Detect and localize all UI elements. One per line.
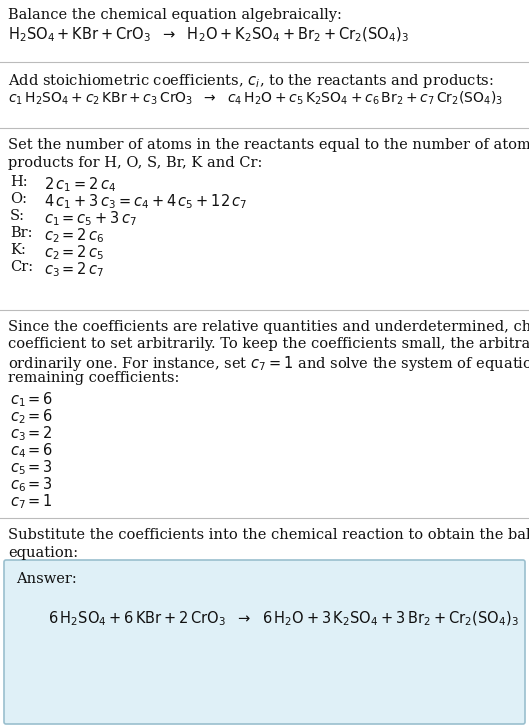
Text: $c_2 = 6$: $c_2 = 6$: [10, 407, 53, 426]
Text: coefficient to set arbitrarily. To keep the coefficients small, the arbitrary va: coefficient to set arbitrarily. To keep …: [8, 337, 529, 351]
Text: Since the coefficients are relative quantities and underdetermined, choose a: Since the coefficients are relative quan…: [8, 320, 529, 334]
Text: O:: O:: [10, 192, 27, 206]
Text: K:: K:: [10, 243, 26, 257]
Text: $c_5 = 3$: $c_5 = 3$: [10, 458, 53, 477]
Text: $c_3 = 2\,c_7$: $c_3 = 2\,c_7$: [44, 260, 104, 278]
Text: S:: S:: [10, 209, 25, 223]
Text: $c_1\,\mathrm{H_2SO_4} + c_2\,\mathrm{KBr} + c_3\,\mathrm{CrO_3}$  $\rightarrow$: $c_1\,\mathrm{H_2SO_4} + c_2\,\mathrm{KB…: [8, 90, 503, 108]
Text: $c_7 = 1$: $c_7 = 1$: [10, 492, 53, 510]
Text: Br:: Br:: [10, 226, 32, 240]
Text: products for H, O, S, Br, K and Cr:: products for H, O, S, Br, K and Cr:: [8, 156, 262, 170]
Text: H:: H:: [10, 175, 28, 189]
Text: $c_2 = 2\,c_6$: $c_2 = 2\,c_6$: [44, 226, 105, 245]
Text: $c_4 = 6$: $c_4 = 6$: [10, 441, 53, 459]
Text: Answer:: Answer:: [16, 572, 77, 586]
Text: $c_1 = 6$: $c_1 = 6$: [10, 390, 53, 409]
Text: $c_6 = 3$: $c_6 = 3$: [10, 475, 53, 494]
Text: ordinarily one. For instance, set $c_7 = 1$ and solve the system of equations fo: ordinarily one. For instance, set $c_7 =…: [8, 354, 529, 373]
Text: equation:: equation:: [8, 546, 78, 560]
Text: Balance the chemical equation algebraically:: Balance the chemical equation algebraica…: [8, 8, 342, 22]
Text: Substitute the coefficients into the chemical reaction to obtain the balanced: Substitute the coefficients into the che…: [8, 528, 529, 542]
FancyBboxPatch shape: [4, 560, 525, 724]
Text: $2\,c_1 = 2\,c_4$: $2\,c_1 = 2\,c_4$: [44, 175, 116, 193]
Text: $c_2 = 2\,c_5$: $c_2 = 2\,c_5$: [44, 243, 104, 262]
Text: $4\,c_1 + 3\,c_3 = c_4 + 4\,c_5 + 12\,c_7$: $4\,c_1 + 3\,c_3 = c_4 + 4\,c_5 + 12\,c_…: [44, 192, 248, 211]
Text: $6\,\mathrm{H_2SO_4} + 6\,\mathrm{KBr} + 2\,\mathrm{CrO_3}$  $\rightarrow$  $6\,: $6\,\mathrm{H_2SO_4} + 6\,\mathrm{KBr} +…: [48, 610, 519, 628]
Text: remaining coefficients:: remaining coefficients:: [8, 371, 179, 385]
Text: Add stoichiometric coefficients, $c_i$, to the reactants and products:: Add stoichiometric coefficients, $c_i$, …: [8, 72, 494, 90]
Text: $c_3 = 2$: $c_3 = 2$: [10, 424, 53, 443]
Text: $c_1 = c_5 + 3\,c_7$: $c_1 = c_5 + 3\,c_7$: [44, 209, 137, 228]
Text: Cr:: Cr:: [10, 260, 33, 274]
Text: Set the number of atoms in the reactants equal to the number of atoms in the: Set the number of atoms in the reactants…: [8, 138, 529, 152]
Text: $\mathrm{H_2SO_4 + KBr + CrO_3}$  $\rightarrow$  $\mathrm{H_2O + K_2SO_4 + Br_2 : $\mathrm{H_2SO_4 + KBr + CrO_3}$ $\right…: [8, 26, 409, 44]
